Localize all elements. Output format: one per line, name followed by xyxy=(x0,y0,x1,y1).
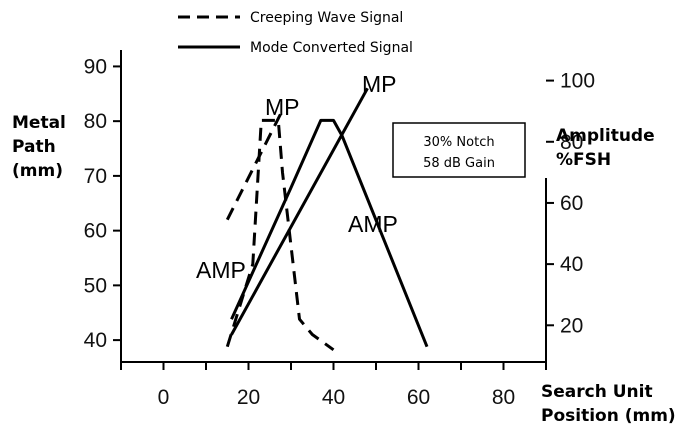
y-right-axis-title-line1: Amplitude xyxy=(556,126,655,146)
info-box-line2: 58 dB Gain xyxy=(423,156,495,171)
y-left-axis-title-line3: (mm) xyxy=(12,161,63,181)
series-layer xyxy=(225,87,429,352)
legend-label-creeping-wave: Creeping Wave Signal xyxy=(250,10,403,26)
x-axis-title-line2: Position (mm) xyxy=(541,406,676,426)
x-tick-label: 80 xyxy=(492,386,515,409)
x-tick-label: 40 xyxy=(322,386,345,409)
y-left-axis-title-line2: Path xyxy=(12,137,56,157)
legend-label-mode-converted: Mode Converted Signal xyxy=(250,40,413,56)
x-tick-label: 0 xyxy=(158,386,170,409)
x-axis-title-line1: Search Unit xyxy=(541,382,653,402)
y-left-tick-label: 70 xyxy=(84,165,107,188)
y-right-tick-label: 60 xyxy=(560,192,583,215)
x-tick-label: 60 xyxy=(407,386,430,409)
x-axis-ticks: 0 20 40 60 80 xyxy=(120,362,547,409)
y-right-tick-label: 20 xyxy=(560,314,583,337)
y-left-tick-label: 50 xyxy=(84,274,107,297)
y-right-axis-ticks: 20 40 60 80 100 xyxy=(546,70,595,337)
y-left-axis-title-line1: Metal xyxy=(12,113,66,133)
annotation-mode-mp: MP xyxy=(362,71,397,97)
x-tick-label: 20 xyxy=(237,386,260,409)
info-box-frame xyxy=(392,122,526,178)
creeping-wave-amplitude-line xyxy=(225,118,335,352)
annotation-creeping-mp: MP xyxy=(265,94,300,120)
y-left-tick-label: 90 xyxy=(84,55,107,78)
y-right-tick-label: 100 xyxy=(560,70,595,93)
info-box-line1: 30% Notch xyxy=(423,135,494,150)
annotation-mode-amp: AMP xyxy=(348,211,398,237)
y-right-tick-label: 40 xyxy=(560,253,583,276)
y-right-tick-label: 80 xyxy=(560,131,583,154)
legend: Creeping Wave Signal Mode Converted Sign… xyxy=(178,10,413,56)
y-left-axis-ticks: 40 50 60 70 80 90 xyxy=(84,55,121,352)
info-box: 30% Notch 58 dB Gain xyxy=(392,122,526,178)
mode-converted-amplitude-line xyxy=(230,118,429,348)
y-left-tick-label: 80 xyxy=(84,110,107,133)
annotation-creeping-amp: AMP xyxy=(196,257,246,283)
y-left-tick-label: 40 xyxy=(84,329,107,352)
y-right-axis-title-line2: %FSH xyxy=(556,150,611,170)
mode-converted-metal-path-line xyxy=(230,87,369,336)
y-left-tick-label: 60 xyxy=(84,220,107,243)
